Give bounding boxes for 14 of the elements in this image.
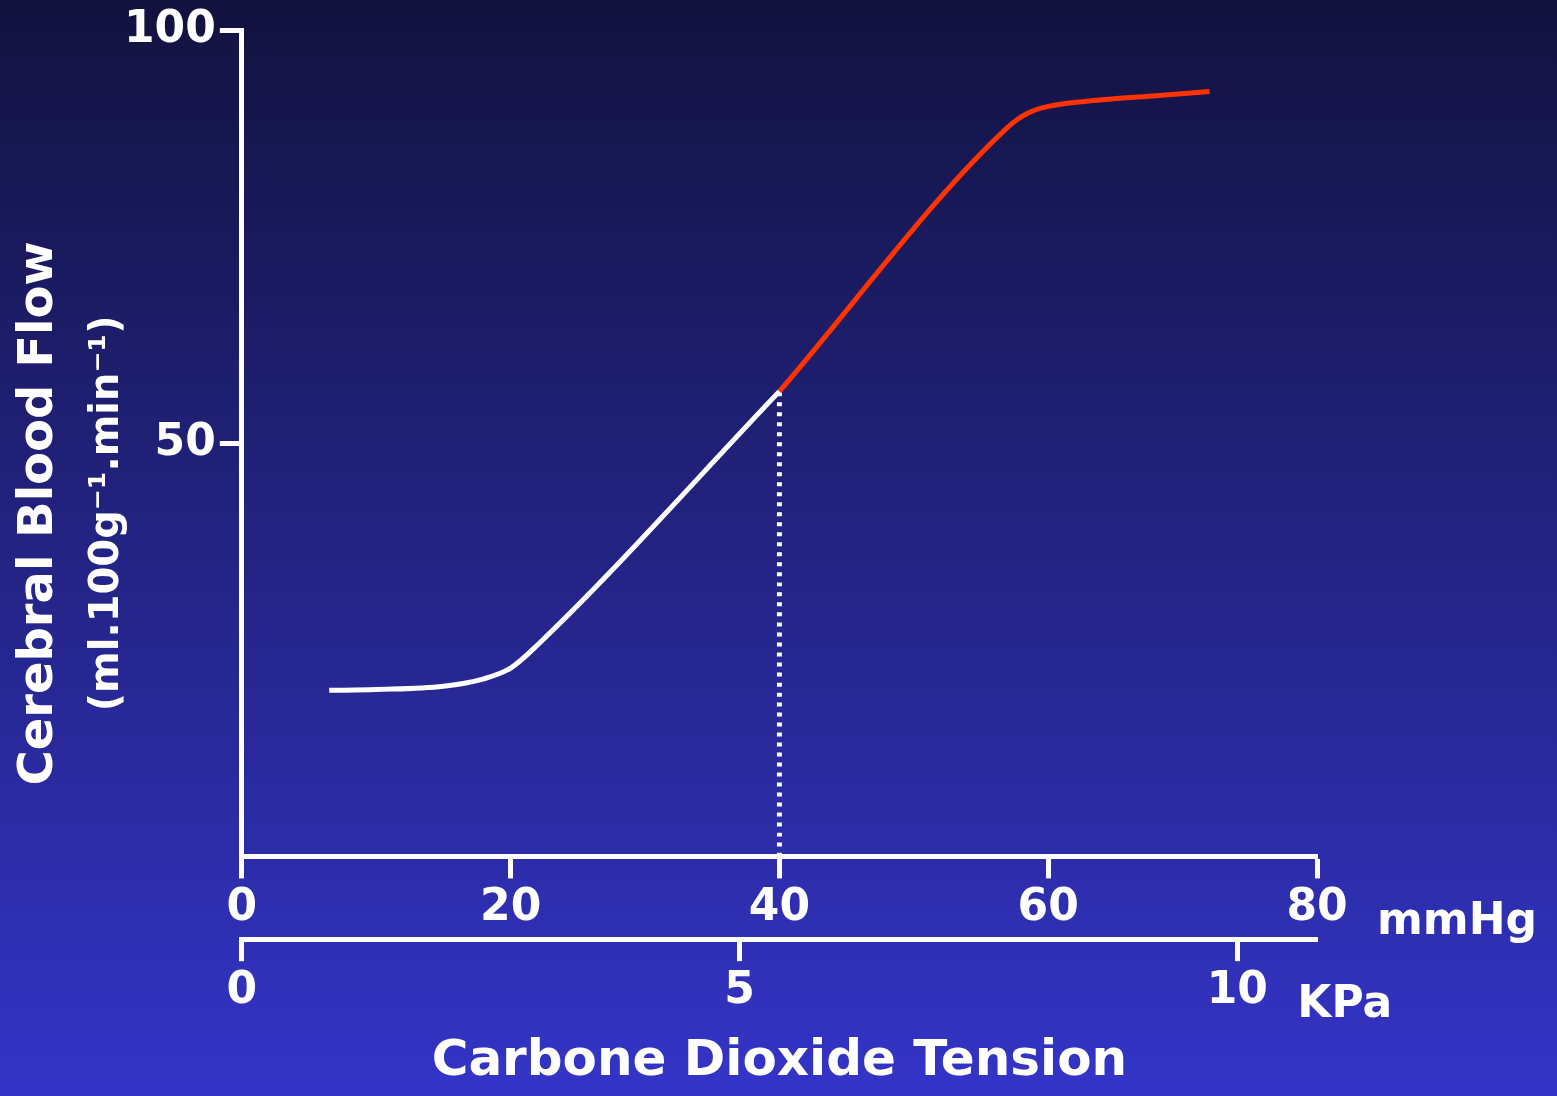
x-tick-label: 20 xyxy=(480,879,542,931)
x-tick-label: 60 xyxy=(1017,879,1079,931)
x2-tick-label: 5 xyxy=(724,962,755,1014)
x2-tick-label: 10 xyxy=(1206,962,1268,1014)
text: KPa xyxy=(1297,975,1393,1027)
x-tick-label: 40 xyxy=(748,879,811,931)
y-tick-label: 100 xyxy=(123,0,216,52)
x-tick-label: 0 xyxy=(226,879,258,931)
x-axis-title: Carbone Dioxide Tension xyxy=(431,1028,1128,1087)
y-tick-label: 50 xyxy=(154,413,216,465)
x2-tick-label: 0 xyxy=(226,962,258,1014)
text: mmHg xyxy=(1377,892,1538,944)
x-tick-label: 80 xyxy=(1286,879,1348,931)
y-axis-title: Cerebral Blood Flow (ml.100g⁻¹.min⁻¹) xyxy=(7,241,128,786)
